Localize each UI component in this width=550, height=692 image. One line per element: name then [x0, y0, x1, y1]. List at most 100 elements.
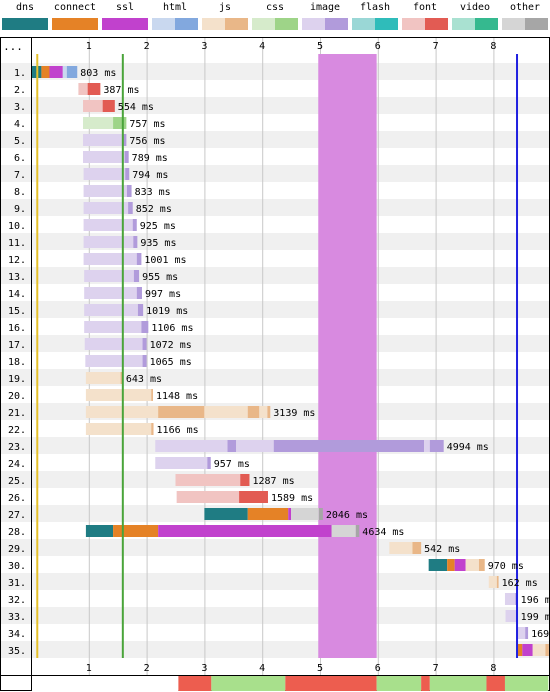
legend-item-video: video	[450, 0, 500, 35]
request-bar-27[interactable]	[204, 508, 323, 520]
time-tick-top: 4	[259, 41, 265, 52]
request-number: 35.	[8, 646, 26, 657]
bar-segment	[532, 644, 546, 656]
bar-segment	[155, 457, 208, 469]
bar-segment	[113, 117, 127, 129]
request-bar-15[interactable]	[84, 304, 144, 316]
request-bar-22[interactable]	[85, 423, 154, 435]
request-bar-23[interactable]	[155, 440, 444, 452]
request-number: 19.	[8, 374, 26, 385]
request-bar-4[interactable]	[83, 117, 127, 129]
request-bar-7[interactable]	[83, 168, 130, 180]
request-duration-label: 833 ms	[135, 187, 171, 198]
request-bar-9[interactable]	[83, 202, 133, 214]
request-bar-31[interactable]	[488, 576, 499, 588]
request-bar-14[interactable]	[84, 287, 142, 299]
bar-segment	[85, 389, 152, 401]
legend-item-html: html	[150, 0, 200, 35]
bar-segment	[454, 559, 466, 571]
request-bar-3[interactable]	[83, 100, 115, 112]
bar-segment	[240, 474, 250, 486]
bar-segment	[85, 525, 114, 537]
request-number: 5.	[14, 136, 26, 147]
bar-segment	[85, 355, 143, 367]
bar-segment	[124, 151, 129, 163]
request-bar-30[interactable]	[428, 559, 485, 571]
request-bar-1[interactable]	[31, 66, 78, 78]
bar-segment	[83, 202, 129, 214]
bar-segment	[84, 270, 134, 282]
request-bar-34[interactable]	[517, 627, 529, 639]
request-duration-label: 387 ms	[103, 85, 139, 96]
legend-swatch	[152, 18, 198, 30]
time-tick-bottom: 3	[201, 663, 207, 674]
request-duration-label: 757 ms	[129, 119, 165, 130]
row-background	[0, 641, 550, 658]
request-bar-33[interactable]	[505, 610, 518, 622]
legend-item-image: image	[300, 0, 350, 35]
request-bar-26[interactable]	[176, 491, 268, 503]
time-tick-bottom: 6	[375, 663, 381, 674]
request-bar-11[interactable]	[83, 236, 138, 248]
bar-segment	[133, 270, 140, 282]
bar-segment	[267, 406, 271, 418]
request-number: 3.	[14, 102, 26, 113]
request-number: 28.	[8, 527, 26, 538]
request-duration-label: 162 ms	[502, 578, 538, 589]
bar-segment	[151, 423, 154, 435]
request-number: 26.	[8, 493, 26, 504]
legend-item-connect: connect	[50, 0, 100, 35]
request-bar-8[interactable]	[83, 185, 132, 197]
request-number: 18.	[8, 357, 26, 368]
bar-segment	[478, 559, 485, 571]
request-duration-label: 3139 ms	[273, 408, 315, 419]
request-duration-label: 955 ms	[142, 272, 178, 283]
bar-segment	[259, 406, 268, 418]
bar-segment	[525, 627, 529, 639]
request-bar-24[interactable]	[155, 457, 211, 469]
request-bar-28[interactable]	[85, 525, 360, 537]
request-bar-32[interactable]	[504, 593, 518, 605]
request-bar-25[interactable]	[175, 474, 250, 486]
request-bar-10[interactable]	[83, 219, 137, 231]
row-background	[0, 369, 550, 386]
request-bar-18[interactable]	[85, 355, 147, 367]
request-bar-29[interactable]	[389, 542, 422, 554]
request-bar-12[interactable]	[83, 253, 142, 265]
request-duration-label: 199 ms	[521, 612, 550, 623]
bar-segment	[122, 134, 127, 146]
row-background	[0, 471, 550, 488]
request-number: 4.	[14, 119, 26, 130]
bar-segment	[85, 372, 121, 384]
legend-item-js: js	[200, 0, 250, 35]
legend-swatch	[352, 18, 398, 30]
bar-segment	[273, 440, 425, 452]
request-bar-5[interactable]	[83, 134, 127, 146]
request-bar-35[interactable]	[516, 644, 549, 656]
request-bar-6[interactable]	[83, 151, 129, 163]
bar-segment	[545, 644, 549, 656]
request-bar-20[interactable]	[85, 389, 153, 401]
request-number: 22.	[8, 425, 26, 436]
request-bar-13[interactable]	[84, 270, 140, 282]
bar-segment	[428, 559, 448, 571]
request-bar-16[interactable]	[84, 321, 149, 333]
cpu-state-segment	[32, 676, 179, 691]
request-bar-2[interactable]	[78, 83, 101, 95]
bar-segment	[288, 508, 292, 520]
bar-segment	[83, 151, 125, 163]
bar-segment	[137, 304, 144, 316]
bar-segment	[389, 542, 413, 554]
time-tick-top: 3	[201, 41, 207, 52]
expand-rows-button[interactable]: ...	[3, 40, 23, 53]
legend-label: ssl	[115, 2, 135, 13]
request-bar-21[interactable]	[85, 406, 271, 418]
legend-swatch	[502, 18, 548, 30]
bar-segment	[155, 440, 228, 452]
request-bar-19[interactable]	[85, 372, 123, 384]
legend-label: js	[218, 2, 232, 13]
legend-swatch	[2, 18, 48, 30]
request-bar-17[interactable]	[84, 338, 147, 350]
time-tick-top: 5	[317, 41, 323, 52]
